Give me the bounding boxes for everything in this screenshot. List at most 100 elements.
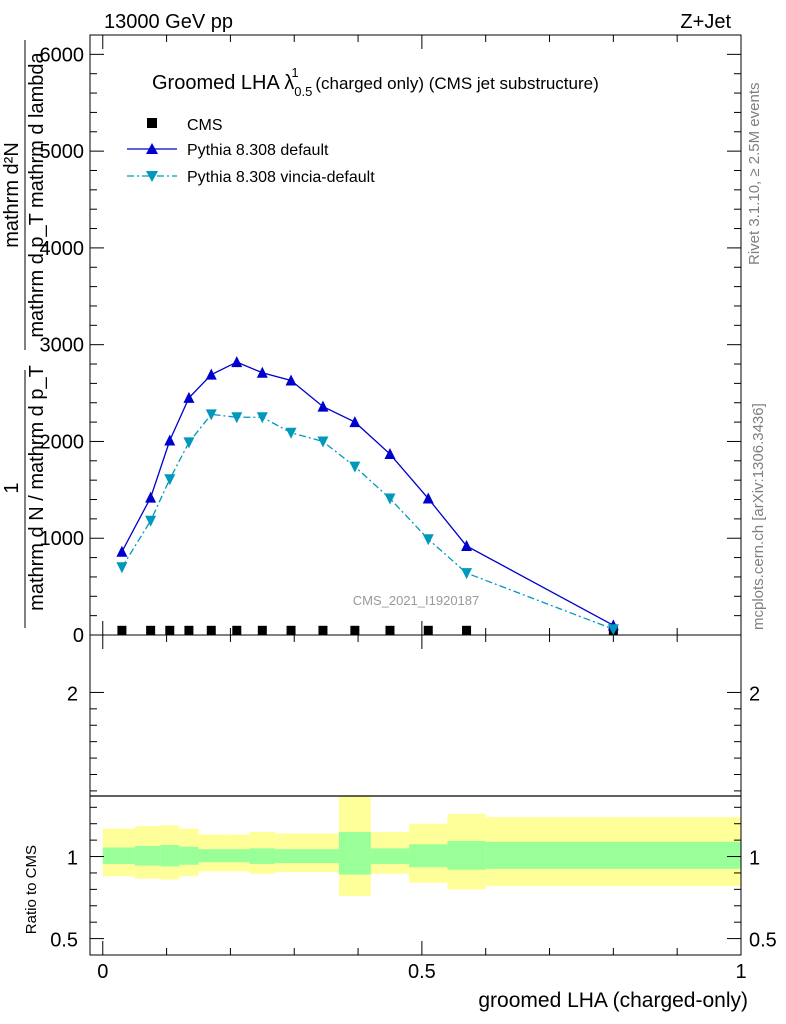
data-point bbox=[257, 625, 267, 635]
data-point bbox=[607, 624, 619, 636]
main-y-tick-label: 3000 bbox=[40, 335, 85, 357]
ratio-stat-band bbox=[275, 849, 307, 864]
data-point bbox=[205, 368, 217, 380]
legend: CMS Pythia 8.308 default Pythia 8.308 vi… bbox=[127, 117, 375, 186]
ratio-y-tick-label: 0.5 bbox=[50, 930, 78, 952]
data-point bbox=[231, 412, 243, 424]
main-y-axis-label: mathrm d²N mathrm d p_T mathrm d lambda … bbox=[1, 40, 48, 628]
series-line bbox=[121, 413, 614, 630]
data-point bbox=[318, 625, 328, 635]
ratio-frame bbox=[89, 634, 742, 956]
data-point bbox=[286, 625, 296, 635]
data-point bbox=[116, 562, 128, 574]
data-point bbox=[384, 493, 396, 505]
ratio-stat-band bbox=[224, 849, 250, 863]
mcplots-label: mcplots.cern.ch [arXiv:1306.3436] bbox=[750, 403, 767, 630]
title-subscript: 0.5 bbox=[294, 84, 312, 99]
ratio-stat-band bbox=[409, 844, 448, 868]
data-point bbox=[317, 436, 329, 448]
data-point bbox=[231, 356, 243, 368]
data-point bbox=[145, 491, 157, 503]
data-point bbox=[117, 625, 127, 635]
data-point bbox=[232, 625, 242, 635]
energy-label: 13000 GeV pp bbox=[104, 11, 233, 33]
ratio-stat-band bbox=[307, 849, 339, 864]
data-point bbox=[384, 448, 396, 460]
ratio-axis-ticks bbox=[90, 635, 742, 955]
data-point bbox=[349, 461, 361, 473]
data-point bbox=[184, 625, 194, 635]
x-axis-label: groomed LHA (charged-only) bbox=[478, 989, 748, 1012]
legend-label-cms: CMS bbox=[187, 117, 223, 134]
data-point bbox=[183, 391, 195, 403]
main-y-tick-label: 2000 bbox=[40, 431, 85, 453]
ratio-y-tick-label-right: 2 bbox=[749, 683, 760, 705]
data-point bbox=[116, 545, 128, 557]
process-label: Z+Jet bbox=[680, 11, 731, 33]
main-y-tick-labels: 0 1000 2000 3000 4000 5000 6000 bbox=[40, 44, 85, 647]
ratio-y-axis-label: Ratio to CMS bbox=[23, 845, 40, 934]
ratio-y-tick-labels: 0.5 0.5 1 1 2 2 bbox=[50, 683, 777, 951]
ratio-y-tick-label: 2 bbox=[67, 683, 78, 705]
data-point bbox=[285, 427, 297, 439]
main-y-tick-label: 1000 bbox=[40, 528, 85, 550]
data-point bbox=[165, 625, 175, 635]
ratio-stat-band bbox=[249, 848, 276, 864]
data-point bbox=[461, 568, 473, 580]
data-point bbox=[350, 625, 360, 635]
ratio-x-tick-labels: 0 0.5 1 bbox=[97, 961, 746, 983]
ratio-stat-band bbox=[160, 845, 180, 867]
data-point bbox=[145, 515, 157, 527]
ratio-stat-band bbox=[134, 845, 161, 866]
title-suffix: (charged only) (CMS jet substructure) bbox=[311, 74, 599, 93]
ylabel-bottom-numerator: 1 bbox=[1, 482, 23, 493]
series-0 bbox=[117, 625, 618, 635]
data-point bbox=[462, 625, 472, 635]
data-point bbox=[349, 416, 361, 428]
ylabel-top-numerator: mathrm d²N bbox=[1, 142, 23, 248]
data-point bbox=[285, 374, 297, 386]
legend-marker-pythia-default bbox=[146, 143, 158, 154]
legend-marker-cms bbox=[147, 118, 157, 128]
main-y-tick-label: 5000 bbox=[40, 141, 85, 163]
data-point bbox=[164, 474, 176, 486]
title-text: Groomed LHA λ bbox=[152, 72, 294, 94]
main-y-tick-label: 4000 bbox=[40, 238, 85, 260]
data-point bbox=[256, 366, 268, 378]
title-superscript: 1 bbox=[291, 65, 298, 80]
data-point bbox=[183, 437, 195, 449]
main-axis-ticks bbox=[90, 34, 742, 636]
legend-marker-pythia-vincia bbox=[146, 171, 158, 182]
ratio-stat-band bbox=[198, 849, 225, 863]
main-y-tick-label: 0 bbox=[73, 625, 84, 647]
data-point bbox=[146, 625, 156, 635]
rivet-label: Rivet 3.1.10, ≥ 2.5M events bbox=[746, 83, 763, 266]
data-point bbox=[256, 412, 268, 424]
ylabel-top-denominator: mathrm d p_T mathrm d lambda bbox=[26, 51, 48, 337]
ratio-panel: 0.5 0.51 12 2 0 0.5 1 Ratio to CMS groomed LH… bbox=[23, 634, 777, 1012]
data-point bbox=[206, 625, 216, 635]
ratio-x-tick-label: 0 bbox=[97, 961, 108, 983]
data-point bbox=[423, 625, 433, 635]
data-point bbox=[422, 492, 434, 504]
series-2 bbox=[116, 409, 619, 636]
ratio-stat-band bbox=[179, 846, 199, 865]
legend-label-pythia-vincia: Pythia 8.308 vincia-default bbox=[187, 169, 375, 186]
data-point bbox=[461, 539, 473, 551]
series-line bbox=[121, 361, 614, 626]
series-1 bbox=[116, 356, 619, 631]
ratio-x-tick-label: 1 bbox=[735, 961, 746, 983]
ratio-x-tick-label: 0.5 bbox=[408, 961, 436, 983]
data-point bbox=[385, 625, 395, 635]
data-point bbox=[422, 534, 434, 546]
data-point bbox=[164, 434, 176, 446]
main-y-tick-label: 6000 bbox=[40, 44, 85, 66]
ylabel-bottom-denominator: mathrm d N / mathrm d p_T bbox=[26, 365, 48, 611]
ratio-stat-band bbox=[447, 840, 486, 870]
main-title: Groomed LHA λ0.5 1 (charged only) (CMS je… bbox=[152, 65, 599, 99]
ratio-stat-band bbox=[485, 841, 741, 869]
analysis-label: CMS_2021_I1920187 bbox=[353, 593, 480, 608]
data-point bbox=[205, 409, 217, 421]
